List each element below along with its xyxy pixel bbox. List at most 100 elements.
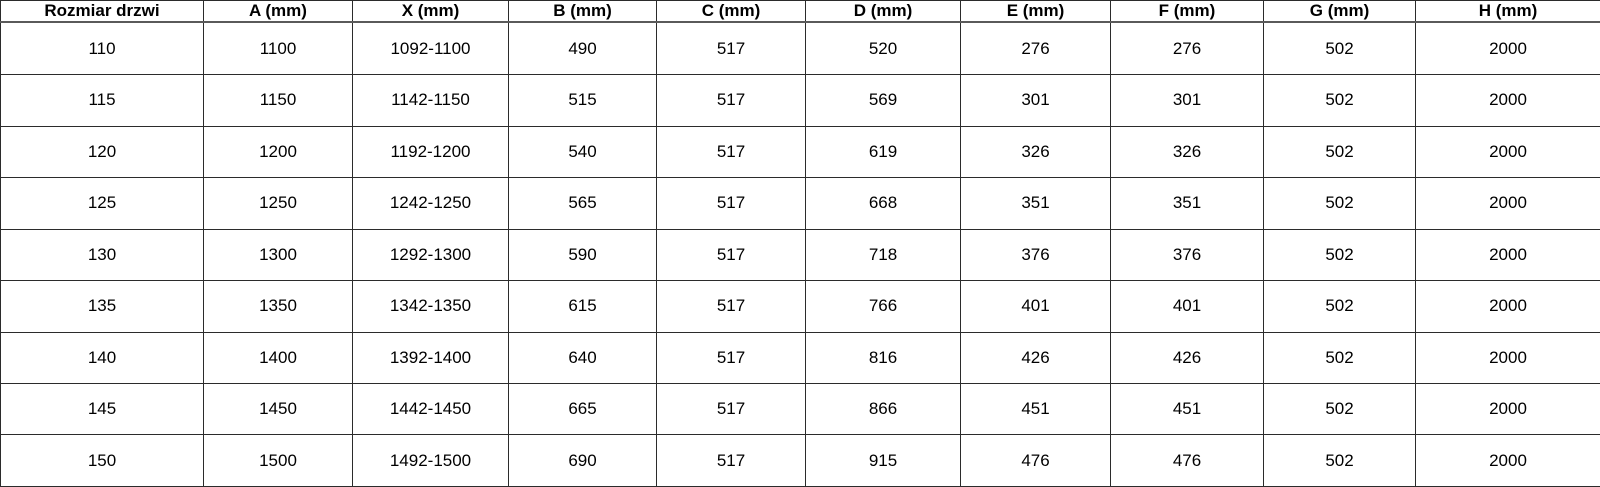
table-cell: 451 (1110, 382, 1264, 436)
table-cell: 502 (1263, 331, 1416, 385)
table-cell: 2000 (1415, 434, 1600, 487)
table-cell: 866 (805, 382, 961, 436)
table-cell: 1342-1350 (352, 280, 509, 333)
table-row: 115 1150 1142-1150 515 517 569 301 301 502 2000 (0, 74, 1600, 127)
table-row: 130 1300 1292-1300 590 517 718 376 376 502 2000 (0, 228, 1600, 282)
table-cell: 451 (960, 382, 1111, 436)
table-cell: 517 (656, 228, 806, 282)
table-cell: 2000 (1415, 280, 1600, 333)
table-cell: 517 (656, 177, 806, 230)
table-cell: 145 (0, 382, 204, 436)
table-cell: 517 (656, 331, 806, 385)
table-cell: 1150 (203, 74, 353, 127)
table-cell: 502 (1263, 228, 1416, 282)
table-cell: 1492-1500 (352, 434, 509, 487)
table-cell: 276 (1110, 21, 1264, 76)
table-cell: 1092-1100 (352, 21, 509, 76)
column-header-c-mm: C (mm) (656, 0, 806, 23)
table-cell: 276 (960, 21, 1111, 76)
table-header: Rozmiar drzwi A (mm) X (mm) B (mm) C (mm… (0, 0, 1600, 23)
table-cell: 1350 (203, 280, 353, 333)
column-header-b-mm: B (mm) (508, 0, 657, 23)
table-cell: 401 (1110, 280, 1264, 333)
table-cell: 502 (1263, 280, 1416, 333)
table-cell: 502 (1263, 434, 1416, 487)
table-row: 125 1250 1242-1250 565 517 668 351 351 502 2000 (0, 177, 1600, 230)
table-cell: 125 (0, 177, 204, 230)
table-row: 110 1100 1092-1100 490 517 520 276 276 502 2000 (0, 21, 1600, 76)
table-cell: 690 (508, 434, 657, 487)
table-cell: 1500 (203, 434, 353, 487)
table-cell: 1142-1150 (352, 74, 509, 127)
table-cell: 517 (656, 21, 806, 76)
table-cell: 540 (508, 125, 657, 179)
table-cell: 517 (656, 74, 806, 127)
column-header-g-mm: G (mm) (1263, 0, 1416, 23)
table-cell: 301 (1110, 74, 1264, 127)
table-cell: 1450 (203, 382, 353, 436)
table-cell: 502 (1263, 382, 1416, 436)
column-header-h-mm: H (mm) (1415, 0, 1600, 23)
table-row: 120 1200 1192-1200 540 517 619 326 326 502 2000 (0, 125, 1600, 179)
table-cell: 502 (1263, 177, 1416, 230)
table-cell: 718 (805, 228, 961, 282)
table-cell: 619 (805, 125, 961, 179)
table-cell: 376 (1110, 228, 1264, 282)
table-cell: 135 (0, 280, 204, 333)
table-cell: 640 (508, 331, 657, 385)
table-cell: 426 (1110, 331, 1264, 385)
table-cell: 2000 (1415, 177, 1600, 230)
table-cell: 1292-1300 (352, 228, 509, 282)
table-cell: 2000 (1415, 74, 1600, 127)
table-cell: 1200 (203, 125, 353, 179)
table-cell: 517 (656, 382, 806, 436)
table-body: 110 1100 1092-1100 490 517 520 276 276 502 2000 11… (0, 21, 1600, 487)
table-cell: 766 (805, 280, 961, 333)
table-cell: 668 (805, 177, 961, 230)
column-header-f-mm: F (mm) (1110, 0, 1264, 23)
table-cell: 115 (0, 74, 204, 127)
table-cell: 120 (0, 125, 204, 179)
table-cell: 517 (656, 125, 806, 179)
table-cell: 520 (805, 21, 961, 76)
table-cell: 401 (960, 280, 1111, 333)
column-header-d-mm: D (mm) (805, 0, 961, 23)
table-cell: 130 (0, 228, 204, 282)
table-cell: 1250 (203, 177, 353, 230)
table-cell: 326 (960, 125, 1111, 179)
table-cell: 517 (656, 434, 806, 487)
table-cell: 515 (508, 74, 657, 127)
table-cell: 1100 (203, 21, 353, 76)
table-cell: 301 (960, 74, 1111, 127)
table-row: 145 1450 1442-1450 665 517 866 451 451 502 2000 (0, 382, 1600, 436)
table-cell: 2000 (1415, 21, 1600, 76)
column-header-e-mm: E (mm) (960, 0, 1111, 23)
table-cell: 351 (1110, 177, 1264, 230)
table-cell: 351 (960, 177, 1111, 230)
table-cell: 490 (508, 21, 657, 76)
table-cell: 150 (0, 434, 204, 487)
table-row: 150 1500 1492-1500 690 517 915 476 476 502 2000 (0, 434, 1600, 487)
table-cell: 2000 (1415, 125, 1600, 179)
table-cell: 326 (1110, 125, 1264, 179)
table-cell: 565 (508, 177, 657, 230)
table-cell: 140 (0, 331, 204, 385)
header-row: Rozmiar drzwi A (mm) X (mm) B (mm) C (mm… (0, 0, 1600, 23)
table-cell: 376 (960, 228, 1111, 282)
table-cell: 426 (960, 331, 1111, 385)
table-cell: 502 (1263, 125, 1416, 179)
table-cell: 590 (508, 228, 657, 282)
table-cell: 110 (0, 21, 204, 76)
table-cell: 502 (1263, 74, 1416, 127)
table-cell: 816 (805, 331, 961, 385)
table-cell: 2000 (1415, 382, 1600, 436)
column-header-rozmiar-drzwi: Rozmiar drzwi (0, 0, 204, 23)
table-cell: 1392-1400 (352, 331, 509, 385)
table-cell: 2000 (1415, 331, 1600, 385)
table-cell: 2000 (1415, 228, 1600, 282)
table-cell: 665 (508, 382, 657, 436)
table-cell: 569 (805, 74, 961, 127)
table-cell: 502 (1263, 21, 1416, 76)
